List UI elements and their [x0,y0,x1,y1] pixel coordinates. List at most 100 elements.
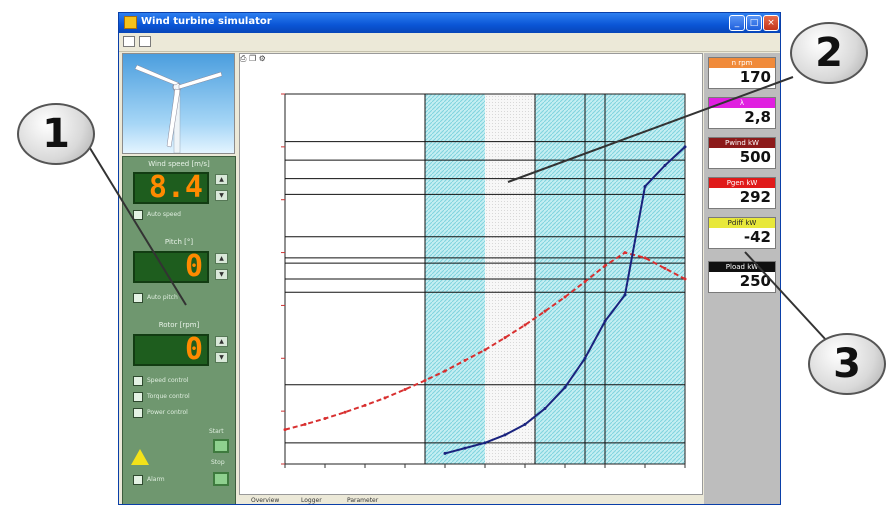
series-1-point [603,319,607,323]
alarm-checkbox[interactable] [133,475,143,485]
series-0-point [683,277,687,281]
mode-power-radio[interactable] [133,408,143,418]
maximize-button[interactable]: □ [746,15,762,31]
series-0-point [543,309,547,313]
tile-rpm-label: n rpm [709,58,775,68]
chart-panel [239,53,703,495]
chart-settings-icon[interactable]: ⚙ [258,54,266,63]
tile-rpm: n rpm 170 [708,57,776,89]
series-0-point [663,266,667,270]
save-icon[interactable] [123,36,135,47]
series-0-point [583,280,587,284]
callout-1: 1 [17,103,95,165]
series-1-point [563,385,567,389]
alarm-label: Alarm [147,476,165,483]
tile-pload: Pload kW 250 [708,261,776,293]
series-0-point [563,295,567,299]
wind-speed-up-button[interactable]: ▲ [215,174,228,185]
series-1-point [463,446,467,450]
chart-copy-icon[interactable]: ❐ [248,54,257,63]
warning-icon [131,449,149,465]
wind-speed-display: 8.4 [133,172,209,204]
wind-speed-down-button[interactable]: ▼ [215,190,228,201]
start-label: Start [209,428,224,435]
series-0-point [283,428,287,432]
window-title: Wind turbine simulator [141,16,272,27]
series-0-point [623,251,627,255]
app-icon [124,16,137,29]
tile-pdiff: Pdiff kW -42 [708,217,776,249]
series-0-point [323,417,327,421]
chart [281,93,687,468]
title-bar[interactable]: Wind turbine simulator _ □ × [119,13,780,33]
tile-pwind-value: 500 [739,148,771,166]
series-1-point [503,433,507,437]
mode-power-label: Power control [147,409,188,416]
mode-speed-label: Speed control [147,377,189,384]
series-0-point [403,387,407,391]
series-1-point [683,145,687,149]
mode-torque-label: Torque control [147,393,190,400]
chart-toolbar: ⎙ ❐ ⚙ [240,54,300,66]
callout-1-pointer [84,139,187,306]
series-0-point [383,396,387,400]
tab-logger[interactable]: Logger [301,497,322,504]
series-1-point [443,451,447,455]
mode-torque-radio[interactable] [133,392,143,402]
series-0-point [303,422,307,426]
series-1-point [623,293,627,297]
chart-print-icon[interactable]: ⎙ [240,54,247,63]
tile-pwind-label: Pwind kW [709,138,775,148]
stop-button[interactable] [213,472,229,486]
callout-2: 2 [790,22,868,84]
series-0-point [523,323,527,327]
pitch-label: Pitch [°] [164,238,194,246]
control-panel: Wind speed [m/s] 8.4 ▲ ▼ Auto speed Pitc… [122,156,236,504]
callout-2-pointer [507,76,794,183]
tile-pdiff-label: Pdiff kW [709,218,775,228]
auto-pitch-label: Auto pitch [147,294,178,301]
series-1-point [643,185,647,188]
series-0-point [343,410,347,414]
series-0-point [463,358,467,362]
series-1-point [523,422,527,426]
toolbar [119,33,780,52]
minimize-button[interactable]: _ [729,15,745,31]
stop-label: Stop [211,459,225,466]
series-1-point [663,163,667,167]
pitch-up-button[interactable]: ▲ [215,253,228,264]
auto-pitch-checkbox[interactable] [133,293,143,303]
mode-speed-radio[interactable] [133,376,143,386]
series-1-point [543,407,547,410]
tab-parameter[interactable]: Parameter [347,497,379,504]
tile-pdiff-value: -42 [743,228,771,246]
series-1-point [483,441,487,445]
tile-pgen-value: 292 [739,188,771,206]
series-0-point [643,256,647,260]
pitch-display: 0 [133,251,209,283]
pitch-down-button[interactable]: ▼ [215,269,228,280]
auto-speed-checkbox[interactable] [133,210,143,220]
auto-speed-label: Auto speed [147,211,181,218]
rotor-up-button[interactable]: ▲ [215,336,228,347]
wind-speed-label: Wind speed [m/s] [148,160,210,168]
series-0-point [423,378,427,382]
tile-pgen: Pgen kW 292 [708,177,776,209]
tile-lambda-label: λ [709,98,775,108]
rotor-down-button[interactable]: ▼ [215,352,228,363]
tile-pload-label: Pload kW [709,262,775,272]
turbine-image [122,53,235,154]
tile-pwind: Pwind kW 500 [708,137,776,169]
series-0-point [503,336,507,340]
callout-3: 3 [808,333,886,395]
series-0-point [483,348,487,352]
rotor-label: Rotor [rpm] [158,321,200,329]
start-button[interactable] [213,439,229,453]
print-icon[interactable] [139,36,151,47]
series-0-point [363,403,367,407]
tab-overview[interactable]: Overview [251,497,280,504]
close-button[interactable]: × [763,15,779,31]
tile-pload-value: 250 [739,272,771,290]
tile-lambda: λ 2,8 [708,97,776,129]
